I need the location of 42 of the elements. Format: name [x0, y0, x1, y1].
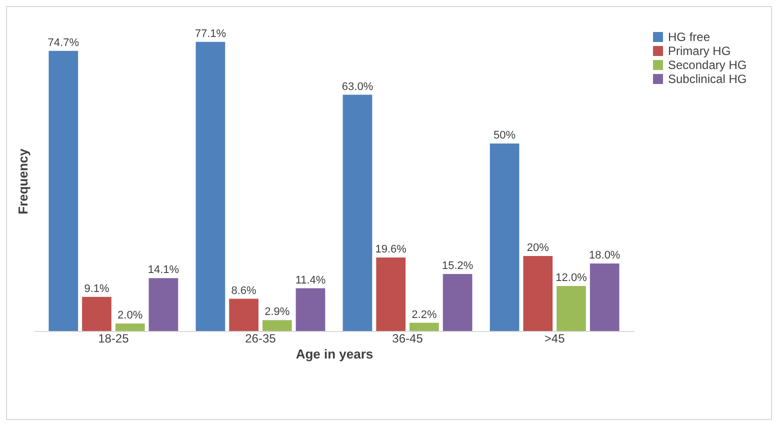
bar — [442, 274, 472, 331]
bar — [82, 296, 112, 331]
bar — [556, 286, 586, 331]
bar — [342, 94, 372, 331]
bar — [590, 264, 620, 331]
bar — [262, 320, 292, 331]
legend-label: Primary HG — [668, 44, 731, 58]
bar — [376, 258, 406, 331]
x-tick-label: >45 — [544, 332, 566, 346]
x-tick-label: 36-45 — [392, 332, 424, 346]
data-label: 8.6% — [231, 284, 257, 297]
data-label: 50% — [494, 130, 516, 142]
data-label: 2.2% — [412, 308, 437, 321]
legend-label: Secondary HG — [668, 58, 747, 72]
x-tick-label: 26-35 — [245, 332, 276, 346]
bar — [196, 42, 226, 331]
bar — [148, 278, 178, 331]
data-label: 63.0% — [342, 80, 374, 93]
data-label: 15.2% — [442, 260, 474, 272]
bar — [48, 50, 78, 331]
data-label: 77.1% — [194, 28, 226, 40]
bar — [410, 322, 439, 331]
data-label: 74.7% — [48, 36, 80, 49]
data-label: 20% — [526, 242, 550, 254]
bar — [115, 324, 145, 331]
y-axis-title: Frequency — [16, 148, 30, 214]
x-tick-label: 18-25 — [98, 332, 130, 346]
bar — [296, 288, 326, 331]
data-label: 19.6% — [375, 244, 407, 256]
data-label: 2.9% — [264, 306, 290, 318]
data-label: 12.0% — [556, 272, 588, 284]
legend-label: HG free — [668, 30, 710, 44]
data-label: 18.0% — [589, 250, 620, 262]
legend-label: Subclinical HG — [668, 72, 747, 86]
data-label: 14.1% — [148, 264, 180, 276]
data-label: 2.0% — [118, 310, 143, 322]
data-label: 9.1% — [84, 282, 110, 295]
bar — [490, 144, 520, 331]
bar — [523, 256, 553, 331]
data-label: 11.4% — [295, 274, 326, 286]
bar — [229, 298, 258, 331]
x-axis-title: Age in years — [296, 346, 374, 362]
